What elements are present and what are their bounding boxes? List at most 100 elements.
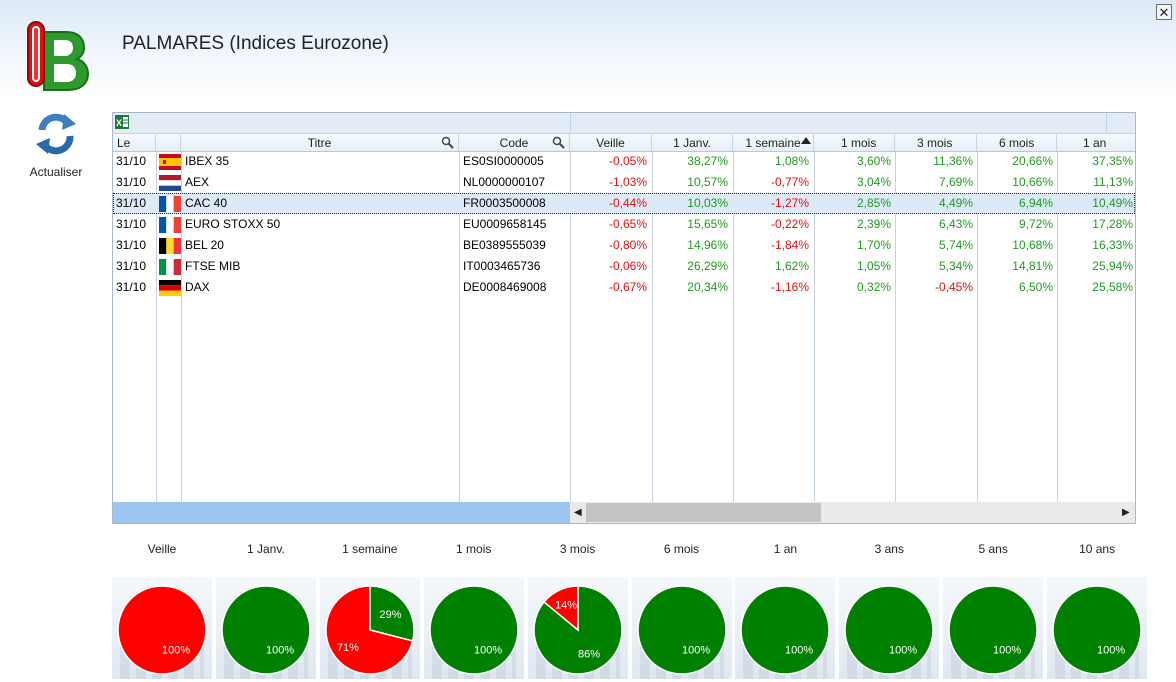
cell-janv: 20,34% [687, 280, 728, 294]
cell-semaine: -1,16% [770, 280, 809, 294]
pie-data-label: 100% [1097, 644, 1125, 656]
window-title: PALMARES (Indices Eurozone) [122, 33, 389, 54]
cell-le: 31/10 [116, 175, 147, 189]
pie-chart: 86% 14% [532, 585, 623, 675]
header [0, 0, 1176, 100]
table-row[interactable]: 31/10 EURO STOXX 50 EU0009658145 -0,65% 15,6… [113, 214, 1135, 235]
table-row[interactable]: 31/10 AEX NL0000000107 -1,03% 10,57% -0,77% 3,… [113, 172, 1135, 193]
cell-semaine: -0,22% [770, 217, 809, 231]
pie-slice-up [740, 585, 831, 675]
col-header-le[interactable]: Le [113, 134, 156, 152]
pie-data-label: 100% [993, 644, 1021, 656]
close-icon[interactable]: ✕ [1156, 4, 1172, 20]
refresh-icon[interactable] [34, 108, 78, 158]
cell-titre: FTSE MIB [185, 259, 241, 273]
germany-flag-icon [159, 280, 181, 296]
cell-an1: 10,49% [1092, 196, 1133, 210]
cell-le: 31/10 [116, 259, 147, 273]
pie-label: 3 mois [559, 542, 596, 556]
cell-veille: -0,80% [608, 238, 647, 252]
horizontal-scrollbar[interactable]: ◀ ▶ [570, 502, 1135, 523]
france-flag-icon [159, 217, 181, 233]
frozen-column-scroll-area [113, 502, 570, 523]
col-header-6mois[interactable]: 6 mois [977, 134, 1057, 152]
pie-data-label: 100% [889, 644, 917, 656]
cell-titre: BEL 20 [185, 238, 224, 252]
cell-janv: 10,57% [687, 175, 728, 189]
cell-janv: 10,03% [687, 196, 728, 210]
cell-titre: IBEX 35 [185, 154, 230, 168]
cell-mois1: 2,85% [856, 196, 891, 210]
table-row[interactable]: 31/10 DAX DE0008469008 -0,67% 20,34% -1,16% 0,… [113, 277, 1135, 298]
cell-janv: 26,29% [687, 259, 728, 273]
pie-label: 3 ans [874, 542, 904, 556]
col-header-3mois[interactable]: 3 mois [895, 134, 977, 152]
cell-mois6: 20,66% [1012, 154, 1053, 168]
cell-code: FR0003500008 [463, 196, 546, 210]
cell-le: 31/10 [116, 217, 147, 231]
cell-mois3: 11,36% [933, 154, 973, 168]
pie-data-label: 29% [379, 609, 401, 621]
cell-mois6: 9,72% [1018, 217, 1053, 231]
column-divider [181, 152, 182, 502]
spain-flag-icon [159, 154, 181, 170]
col-header-1an[interactable]: 1 an [1057, 134, 1135, 152]
col-header-label: 1 Janv. [673, 136, 711, 150]
table-row[interactable]: 31/10 IBEX 35 ES0SI0000005 -0,05% 38,27% 1,08… [113, 151, 1135, 172]
belgium-flag-icon [159, 238, 181, 254]
pie-chart: 100% [117, 585, 207, 675]
col-header-label: Le [117, 136, 131, 150]
france-flag-icon [159, 196, 181, 212]
col-header-1semaine[interactable]: 1 semaine [733, 134, 814, 152]
excel-icon[interactable]: X [115, 115, 129, 129]
pie-slice-up [1052, 585, 1142, 675]
col-header-1janv[interactable]: 1 Janv. [652, 134, 733, 152]
magnifier-icon[interactable] [552, 136, 566, 150]
column-divider [1057, 152, 1058, 502]
scroll-right-icon[interactable]: ▶ [1122, 507, 1130, 518]
column-divider [814, 152, 815, 502]
magnifier-icon[interactable] [441, 136, 455, 150]
cell-an1: 25,94% [1092, 259, 1133, 273]
column-divider [977, 152, 978, 502]
cell-an1: 17,28% [1092, 217, 1133, 231]
table-row[interactable]: 31/10 FTSE MIB IT0003465736 -0,06% 26,29% 1,6… [113, 256, 1135, 277]
pie-chart: 29% 71% [325, 585, 415, 675]
table-row[interactable]: 31/10 CAC 40 FR0003500008 -0,44% 10,03% -1,27… [113, 193, 1135, 214]
cell-code: DE0008469008 [463, 280, 547, 294]
pie-slice-up [636, 585, 727, 675]
cell-veille: -0,05% [608, 154, 647, 168]
pie-slice-down [325, 585, 414, 675]
col-header-code[interactable]: Code [459, 134, 570, 152]
col-header-label: 1 semaine [745, 136, 801, 150]
cell-mois1: 3,60% [856, 154, 891, 168]
cell-an1: 37,35% [1092, 154, 1133, 168]
scroll-thumb[interactable] [586, 503, 821, 522]
cell-an1: 11,13% [1093, 175, 1133, 189]
table-row[interactable]: 31/10 BEL 20 BE0389555039 -0,80% 14,96% -1,84… [113, 235, 1135, 256]
col-header-label: Veille [596, 136, 625, 150]
cell-veille: -0,06% [608, 259, 647, 273]
cell-mois3: 4,49% [938, 196, 973, 210]
cell-mois3: -0,45% [934, 280, 973, 294]
col-header-titre[interactable]: Titre [181, 134, 459, 152]
pie-slice-up [428, 585, 519, 675]
col-header-1mois[interactable]: 1 mois [814, 134, 895, 152]
cell-le: 31/10 [116, 196, 147, 210]
cell-mois1: 1,05% [856, 259, 891, 273]
cell-code: IT0003465736 [463, 259, 541, 273]
pie-label: 1 Janv. [246, 542, 285, 556]
pie-data-label: 100% [785, 644, 813, 656]
cell-mois3: 5,74% [938, 238, 973, 252]
col-header-veille[interactable]: Veille [570, 134, 652, 152]
data-grid: X Le Titre Code Veille 1 Janv. 1 semaine… [112, 112, 1136, 524]
scroll-left-icon[interactable]: ◀ [574, 507, 582, 518]
pie-chart-strip: Veille 100% 1 Janv. 100% 1 semaine 29% 71% 1 mo… [112, 530, 1148, 679]
cell-mois6: 6,94% [1018, 196, 1053, 210]
cell-semaine: -0,77% [770, 175, 809, 189]
pie-chart: 100% [221, 585, 311, 675]
cell-veille: -0,67% [608, 280, 647, 294]
refresh-label[interactable]: Actualiser [29, 165, 83, 179]
col-header-flag[interactable] [156, 134, 181, 152]
pie-label: 1 semaine [342, 542, 398, 556]
